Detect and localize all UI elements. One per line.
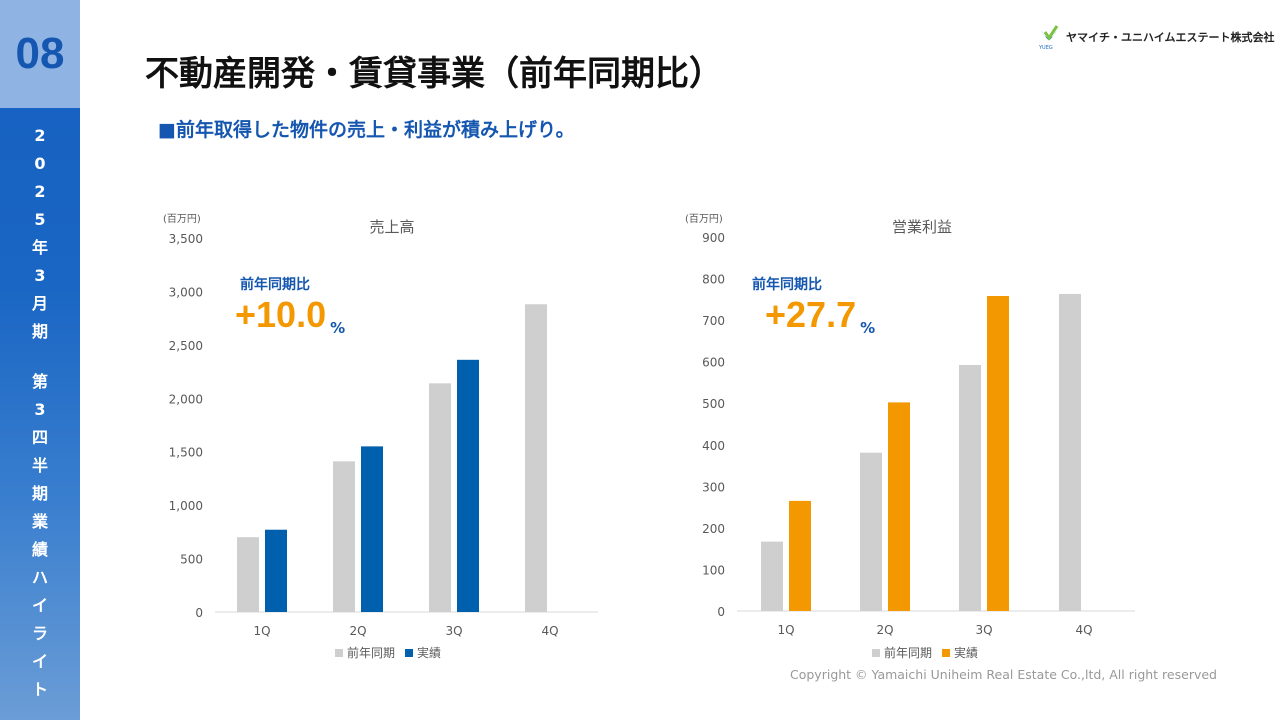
sidebar-char: イ [31, 652, 48, 671]
y-tick-label: 1,000 [169, 499, 203, 513]
bar-prior [860, 452, 882, 611]
bar-prior [429, 383, 451, 612]
y-tick-label: 0 [195, 606, 203, 620]
y-tick-label: 3,000 [169, 285, 203, 299]
logo-mark-text: YUEG [1038, 45, 1053, 50]
sidebar-char: ラ [31, 624, 48, 643]
legend-label-prior: 前年同期 [884, 645, 932, 660]
y-tick-label: 900 [702, 231, 725, 245]
y-tick-label: 100 [702, 563, 725, 577]
company-logo: YUEG ヤマイチ・ユニハイムエステート株式会社 [1038, 24, 1275, 50]
y-tick-label: 800 [702, 273, 725, 287]
y-tick-label: 300 [702, 480, 725, 494]
bar-prior [1059, 293, 1081, 611]
y-axis-unit: (百万円) [163, 213, 201, 225]
yoy-unit: % [330, 319, 345, 337]
sidebar-char: 績 [31, 540, 48, 559]
sidebar-char: 月 [31, 294, 48, 313]
sidebar-char: イ [31, 596, 48, 615]
page-subtitle: ■前年取得した物件の売上・利益が積み上げり。 [158, 119, 575, 141]
bar-prior [237, 537, 259, 612]
x-tick-label: 3Q [975, 623, 992, 637]
sidebar-char: 2 [34, 182, 46, 201]
company-name: ヤマイチ・ユニハイムエステート株式会社 [1066, 31, 1275, 44]
x-tick-label: 3Q [445, 624, 462, 638]
sidebar-char: 第 [31, 372, 48, 391]
copyright: Copyright © Yamaichi Uniheim Real Estate… [790, 667, 1217, 682]
x-tick-label: 4Q [541, 624, 558, 638]
sidebar-char: 0 [34, 154, 46, 173]
sidebar-char: 業 [31, 512, 48, 531]
x-tick-label: 1Q [777, 623, 794, 637]
legend-label-actual: 実績 [417, 645, 441, 660]
legend-swatch-prior [335, 649, 343, 657]
yoy-label: 前年同期比 [240, 276, 310, 293]
page-title: 不動産開発・賃貸事業（前年同期比） [145, 54, 723, 94]
bar-actual [987, 296, 1009, 611]
sidebar-char: 期 [31, 484, 48, 503]
x-tick-label: 2Q [349, 624, 366, 638]
bar-actual [457, 359, 479, 612]
bar-actual [888, 402, 910, 611]
y-tick-label: 500 [180, 553, 203, 567]
sidebar-char: 四 [31, 428, 48, 447]
sidebar-char: ト [31, 680, 48, 699]
y-axis-unit: (百万円) [685, 213, 723, 225]
y-tick-label: 3,500 [169, 232, 203, 246]
x-tick-label: 1Q [253, 624, 270, 638]
bar-actual [265, 529, 287, 612]
logo-mark-icon: YUEG [1038, 25, 1059, 50]
yoy-unit: % [860, 319, 875, 337]
bar-prior [959, 364, 981, 611]
x-tick-label: 4Q [1075, 623, 1092, 637]
sidebar-char: 期 [31, 322, 48, 341]
legend-swatch-prior [872, 649, 880, 657]
bar-actual [361, 446, 383, 612]
y-tick-label: 1,500 [169, 446, 203, 460]
y-tick-label: 700 [702, 314, 725, 328]
y-tick-label: 400 [702, 439, 725, 453]
legend-label-actual: 実績 [954, 645, 978, 660]
bar-prior [525, 304, 547, 612]
y-tick-label: 0 [717, 605, 725, 619]
y-tick-label: 2,000 [169, 392, 203, 406]
x-tick-label: 2Q [876, 623, 893, 637]
bar-prior [333, 461, 355, 612]
sidebar-char: 3 [34, 266, 46, 285]
yoy-value: +10.0 [235, 294, 326, 335]
y-tick-label: 500 [702, 397, 725, 411]
chart-title: 売上高 [369, 218, 414, 236]
y-tick-label: 2,500 [169, 339, 203, 353]
legend-swatch-actual [405, 649, 414, 657]
sidebar-char: 5 [34, 210, 46, 229]
bar-prior [761, 541, 783, 611]
yoy-value: +27.7 [765, 294, 856, 335]
page-number-box: 08 [0, 0, 80, 108]
legend-label-prior: 前年同期 [347, 645, 395, 660]
sidebar-char: ハ [31, 568, 48, 587]
bar-actual [789, 500, 811, 611]
sidebar-char: 2 [34, 126, 46, 145]
page-number: 08 [15, 29, 65, 78]
yoy-label: 前年同期比 [752, 276, 822, 293]
legend-swatch-actual [942, 649, 951, 657]
y-tick-label: 200 [702, 522, 725, 536]
y-tick-label: 600 [702, 356, 725, 370]
sidebar-char: 3 [34, 400, 46, 419]
sidebar-char: 半 [31, 456, 48, 475]
sidebar-char: 年 [31, 238, 48, 257]
chart-title: 営業利益 [892, 218, 952, 236]
